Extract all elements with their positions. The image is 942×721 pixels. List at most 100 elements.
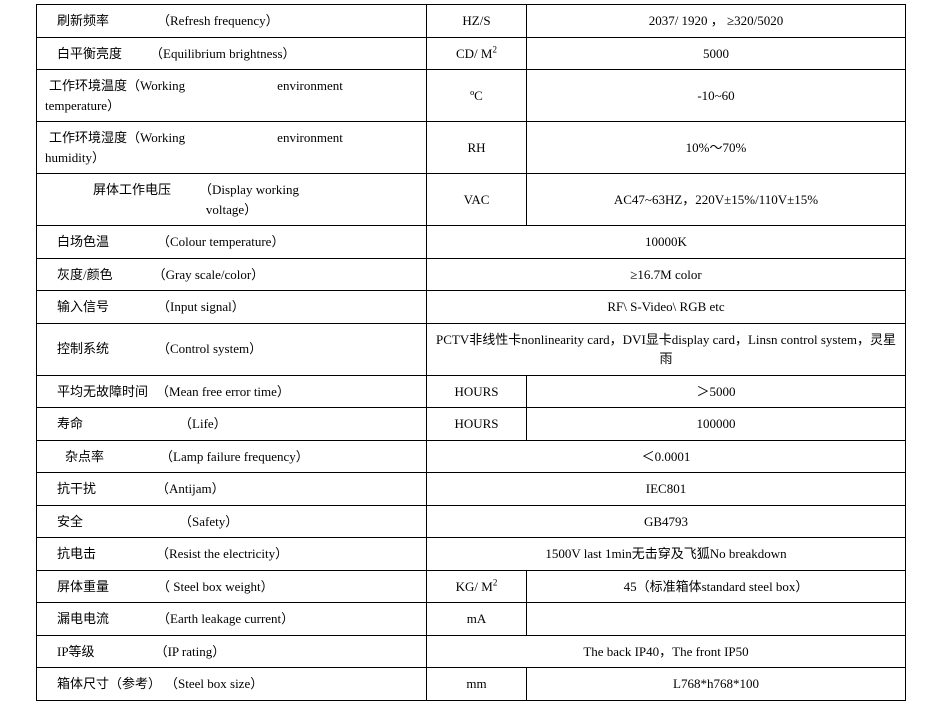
param-label-cn: 漏电电流 <box>57 611 109 626</box>
value-cell: 45（标准箱体standard steel box） <box>527 570 906 603</box>
param-cell: 输入信号 （Input signal） <box>37 291 427 324</box>
value-cell: ＜0.0001 <box>427 440 906 473</box>
param-cell: 白平衡亮度 （Equilibrium brightness） <box>37 37 427 70</box>
param-label-en: （Life） <box>179 416 227 431</box>
param-cell: 刷新频率 （Refresh frequency） <box>37 5 427 38</box>
param-cell: 平均无故障时间 （Mean free error time） <box>37 375 427 408</box>
value-cell: PCTV非线性卡nonlinearity card，DVI显卡display c… <box>427 323 906 375</box>
param-label-en: （Lamp failure frequency） <box>160 449 309 464</box>
value-cell: 100000 <box>527 408 906 441</box>
param-label-cn: 白平衡亮度 <box>57 46 122 61</box>
value-cell: AC47~63HZ，220V±15%/110V±15% <box>527 174 906 226</box>
table-row: 白平衡亮度 （Equilibrium brightness） CD/ M25000 <box>37 37 906 70</box>
param-cell: 控制系统 （Control system） <box>37 323 427 375</box>
param-label-en: （Gray scale/color） <box>153 267 265 282</box>
param-label-cn: 控制系统 <box>57 341 109 356</box>
value-cell: ＞5000 <box>527 375 906 408</box>
param-cell: 安全 （Safety） <box>37 505 427 538</box>
param-label-en: （ Steel box weight） <box>157 579 274 594</box>
param-label-cn: 抗电击 <box>57 546 96 561</box>
param-label-en: （Display working <box>199 182 299 197</box>
param-cell: 箱体尺寸（参考）（Steel box size） <box>37 668 427 701</box>
param-cell: IP等级 （IP rating） <box>37 635 427 668</box>
param-cell: 工作环境湿度（Working environment humidity） <box>37 122 427 174</box>
param-cell: 抗干扰 （Antijam） <box>37 473 427 506</box>
unit-cell: ºC <box>427 70 527 122</box>
param-label-en: （Mean free error time） <box>156 384 290 399</box>
table-row: 抗电击（Resist the electricity）1500V last 1m… <box>37 538 906 571</box>
param-label-en: （Equilibrium brightness） <box>150 46 296 61</box>
unit-cell: VAC <box>427 174 527 226</box>
param-cell: 白场色温 （Colour temperature） <box>37 226 427 259</box>
spacer <box>185 76 277 96</box>
spec-table-body: 刷新频率（Refresh frequency）HZ/S2037/ 1920 ， … <box>37 5 906 701</box>
param-label-cn: 刷新频率 <box>57 13 109 28</box>
value-cell: 1500V last 1min无击穿及飞狐No breakdown <box>427 538 906 571</box>
value-cell: The back IP40，The front IP50 <box>427 635 906 668</box>
param-label-cn: 平均无故障时间 <box>57 384 148 399</box>
param-label-cn: 安全 <box>57 514 83 529</box>
value-cell: IEC801 <box>427 473 906 506</box>
table-row: 工作环境温度（Workingenvironmenttemperature）ºC-… <box>37 70 906 122</box>
value-cell <box>527 603 906 636</box>
value-cell: RF\ S-Video\ RGB etc <box>427 291 906 324</box>
table-row: 屏体重量 （ Steel box weight） KG/ M245（标准箱体stan… <box>37 570 906 603</box>
param-cell: 抗电击（Resist the electricity） <box>37 538 427 571</box>
param-label-en: （Input signal） <box>157 299 245 314</box>
table-row: 灰度/颜色 （Gray scale/color） ≥16.7M color <box>37 258 906 291</box>
table-row: 工作环境湿度（Working environment humidity） RH10%～… <box>37 122 906 174</box>
unit-cell: HOURS <box>427 408 527 441</box>
param-label-cn: 工作环境湿度（Working <box>49 128 185 148</box>
param-label-en: （Earth leakage current） <box>157 611 294 626</box>
param-label-en-2: voltage） <box>206 202 257 217</box>
param-cell: 屏体重量 （ Steel box weight） <box>37 570 427 603</box>
unit-cell: KG/ M2 <box>427 570 527 603</box>
param-label-en: environment <box>277 128 343 148</box>
unit-cell: CD/ M2 <box>427 37 527 70</box>
unit-cell: mm <box>427 668 527 701</box>
table-row: 输入信号 （Input signal） RF\ S-Video\ RGB etc <box>37 291 906 324</box>
param-label-en: （Safety） <box>179 514 238 529</box>
table-row: 白场色温 （Colour temperature） 10000K <box>37 226 906 259</box>
param-label-en-2: humidity） <box>45 150 105 165</box>
param-cell: 寿命 （Life） <box>37 408 427 441</box>
table-row: 漏电电流 （Earth leakage current） mA <box>37 603 906 636</box>
param-label-en: （Steel box size） <box>165 676 263 691</box>
table-row: 抗干扰 （Antijam） IEC801 <box>37 473 906 506</box>
param-label-en: （Control system） <box>157 341 262 356</box>
param-label-en: （Colour temperature） <box>157 234 284 249</box>
unit-cell: mA <box>427 603 527 636</box>
param-label-cn: 灰度/颜色 <box>57 267 113 282</box>
unit-cell: RH <box>427 122 527 174</box>
param-cell: 工作环境温度（Workingenvironmenttemperature） <box>37 70 427 122</box>
param-label-cn: 屏体工作电压 <box>93 182 171 197</box>
value-cell: -10~60 <box>527 70 906 122</box>
value-cell: 10%～70% <box>527 122 906 174</box>
param-cell: 漏电电流 （Earth leakage current） <box>37 603 427 636</box>
value-cell: 10000K <box>427 226 906 259</box>
param-label-cn: 寿命 <box>57 416 83 431</box>
param-label-cn: 抗干扰 <box>57 481 96 496</box>
param-label-en: （IP rating） <box>155 644 226 659</box>
unit-cell: HOURS <box>427 375 527 408</box>
param-label-cn: 屏体重量 <box>57 579 109 594</box>
table-row: 平均无故障时间 （Mean free error time） HOURS＞5000 <box>37 375 906 408</box>
value-cell: GB4793 <box>427 505 906 538</box>
param-label-en-2: temperature） <box>45 98 120 113</box>
value-cell: 5000 <box>527 37 906 70</box>
param-label-cn: 白场色温 <box>57 234 109 249</box>
table-row: 安全 （Safety） GB4793 <box>37 505 906 538</box>
table-row: 寿命 （Life） HOURS100000 <box>37 408 906 441</box>
param-label-en: （Antijam） <box>156 481 225 496</box>
param-label-cn: 杂点率 <box>65 449 104 464</box>
param-label-cn: IP等级 <box>57 644 95 659</box>
spec-table: 刷新频率（Refresh frequency）HZ/S2037/ 1920 ， … <box>36 4 906 701</box>
param-label-cn: 输入信号 <box>57 299 109 314</box>
table-row: 箱体尺寸（参考）（Steel box size）mmL768*h768*100 <box>37 668 906 701</box>
table-row: IP等级 （IP rating） The back IP40，The front I… <box>37 635 906 668</box>
value-cell: ≥16.7M color <box>427 258 906 291</box>
param-label-en: environment <box>277 76 343 96</box>
param-cell: 灰度/颜色 （Gray scale/color） <box>37 258 427 291</box>
param-label-en: （Refresh frequency） <box>157 13 279 28</box>
spacer <box>185 128 277 148</box>
